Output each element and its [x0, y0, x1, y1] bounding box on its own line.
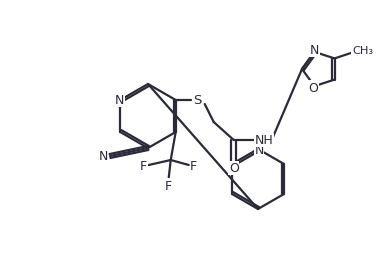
Text: NH: NH — [254, 134, 273, 147]
Text: F: F — [140, 159, 147, 172]
Text: N: N — [115, 94, 124, 107]
Text: O: O — [308, 81, 318, 94]
Text: F: F — [165, 179, 172, 192]
Text: N: N — [98, 150, 108, 163]
Text: CH₃: CH₃ — [352, 46, 373, 56]
Text: F: F — [190, 159, 197, 172]
Text: N: N — [310, 44, 319, 57]
Text: O: O — [229, 162, 239, 175]
Text: S: S — [193, 94, 202, 107]
Text: N: N — [254, 143, 264, 156]
